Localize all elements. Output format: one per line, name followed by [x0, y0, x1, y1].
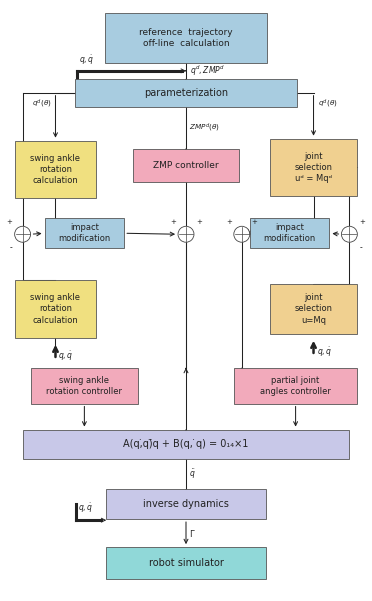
- FancyBboxPatch shape: [23, 430, 349, 459]
- FancyBboxPatch shape: [31, 368, 138, 404]
- FancyBboxPatch shape: [15, 141, 96, 198]
- Text: inverse dynamics: inverse dynamics: [143, 499, 229, 509]
- Text: $q^d(\theta)$: $q^d(\theta)$: [318, 98, 337, 110]
- Text: reference  trajectory
off-line  calculation: reference trajectory off-line calculatio…: [139, 28, 233, 48]
- Text: +: +: [359, 219, 365, 225]
- Text: $q,\dot{q}$: $q,\dot{q}$: [79, 53, 95, 67]
- FancyBboxPatch shape: [133, 148, 239, 183]
- FancyBboxPatch shape: [234, 368, 357, 404]
- FancyBboxPatch shape: [45, 218, 124, 248]
- Text: $q^d(\theta)$: $q^d(\theta)$: [32, 98, 51, 110]
- Circle shape: [234, 227, 250, 242]
- Text: ZMP controller: ZMP controller: [153, 161, 219, 170]
- Text: joint
selection
uᵈ = Mqᵈ: joint selection uᵈ = Mqᵈ: [295, 152, 333, 183]
- Text: $q,\dot{q}$: $q,\dot{q}$: [317, 345, 332, 359]
- Text: swing ankle
rotation
calculation: swing ankle rotation calculation: [31, 154, 80, 185]
- Text: $q^d, ZMP^d$: $q^d, ZMP^d$: [190, 64, 225, 78]
- Circle shape: [15, 227, 31, 242]
- FancyBboxPatch shape: [270, 284, 357, 334]
- Text: impact
modification: impact modification: [58, 223, 110, 243]
- Text: robot simulator: robot simulator: [148, 558, 224, 568]
- Text: $q,\dot{q}$: $q,\dot{q}$: [58, 349, 74, 363]
- Text: +: +: [252, 219, 258, 225]
- Text: -: -: [359, 243, 362, 252]
- Text: swing ankle
rotation controller: swing ankle rotation controller: [46, 376, 122, 395]
- Text: $ZMP^d(\theta)$: $ZMP^d(\theta)$: [189, 121, 220, 134]
- Circle shape: [341, 227, 357, 242]
- Text: $q,\dot{q}$: $q,\dot{q}$: [78, 501, 94, 515]
- Text: -: -: [10, 243, 13, 252]
- Text: +: +: [7, 219, 13, 225]
- FancyBboxPatch shape: [76, 79, 296, 107]
- FancyBboxPatch shape: [105, 13, 267, 63]
- Text: impact
modification: impact modification: [263, 223, 316, 243]
- Text: parameterization: parameterization: [144, 88, 228, 98]
- Text: $\Gamma$: $\Gamma$: [189, 528, 196, 538]
- FancyBboxPatch shape: [106, 547, 266, 579]
- Text: partial joint
angles controller: partial joint angles controller: [260, 376, 331, 395]
- FancyBboxPatch shape: [270, 139, 357, 197]
- Circle shape: [178, 227, 194, 242]
- Text: $\ddot{q}$: $\ddot{q}$: [189, 468, 196, 481]
- Text: +: +: [226, 219, 232, 225]
- Text: A(q,̇q)̈q + B(q, ̇q) = 0₁₄×1: A(q,̇q)̈q + B(q, ̇q) = 0₁₄×1: [123, 439, 249, 450]
- Text: joint
selection
u=Mq: joint selection u=Mq: [295, 293, 333, 325]
- FancyBboxPatch shape: [106, 489, 266, 519]
- Text: swing ankle
rotation
calculation: swing ankle rotation calculation: [31, 293, 80, 325]
- Text: +: +: [196, 219, 202, 225]
- FancyBboxPatch shape: [250, 218, 330, 248]
- Text: +: +: [170, 219, 176, 225]
- FancyBboxPatch shape: [15, 280, 96, 338]
